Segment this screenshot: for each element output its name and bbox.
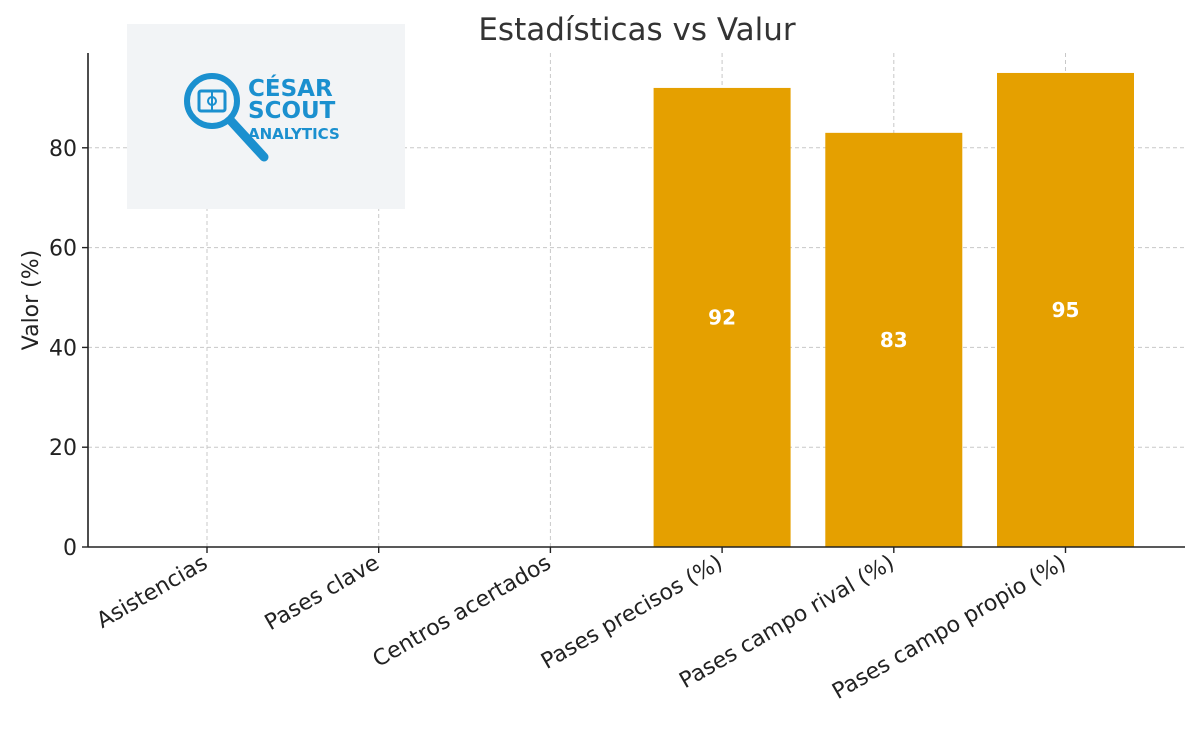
y-tick-label: 60 — [49, 237, 77, 262]
bar-value-label: 95 — [1052, 298, 1080, 322]
y-tick-label: 80 — [49, 137, 77, 162]
bar-value-label: 92 — [708, 305, 736, 329]
magnifier-icon — [184, 73, 269, 162]
bar-value-label: 83 — [880, 328, 908, 352]
x-tick-label: Pases precisos (%) — [537, 551, 727, 675]
logo-background — [127, 24, 405, 209]
y-tick-label: 40 — [49, 336, 77, 361]
logo-line3: ANALYTICS — [248, 125, 340, 143]
y-tick-label: 0 — [63, 536, 77, 561]
logo: CÉSAR SCOUT ANALYTICS — [127, 24, 405, 209]
x-tick-label: Centros acertados — [369, 551, 556, 673]
bar — [653, 87, 791, 547]
bar — [997, 72, 1134, 547]
y-tick-label: 20 — [49, 436, 77, 461]
bar — [825, 132, 963, 547]
x-tick-label: Asistencias — [93, 551, 212, 634]
chart-title: Estadísticas vs Valur — [478, 12, 796, 48]
bars-layer — [653, 72, 1134, 547]
axes-layer — [82, 53, 1185, 553]
logo-line2: SCOUT — [248, 98, 336, 124]
y-axis-title: Valor (%) — [19, 250, 44, 351]
x-tick-label: Pases clave — [261, 551, 384, 636]
logo-line1: CÉSAR — [248, 74, 333, 102]
